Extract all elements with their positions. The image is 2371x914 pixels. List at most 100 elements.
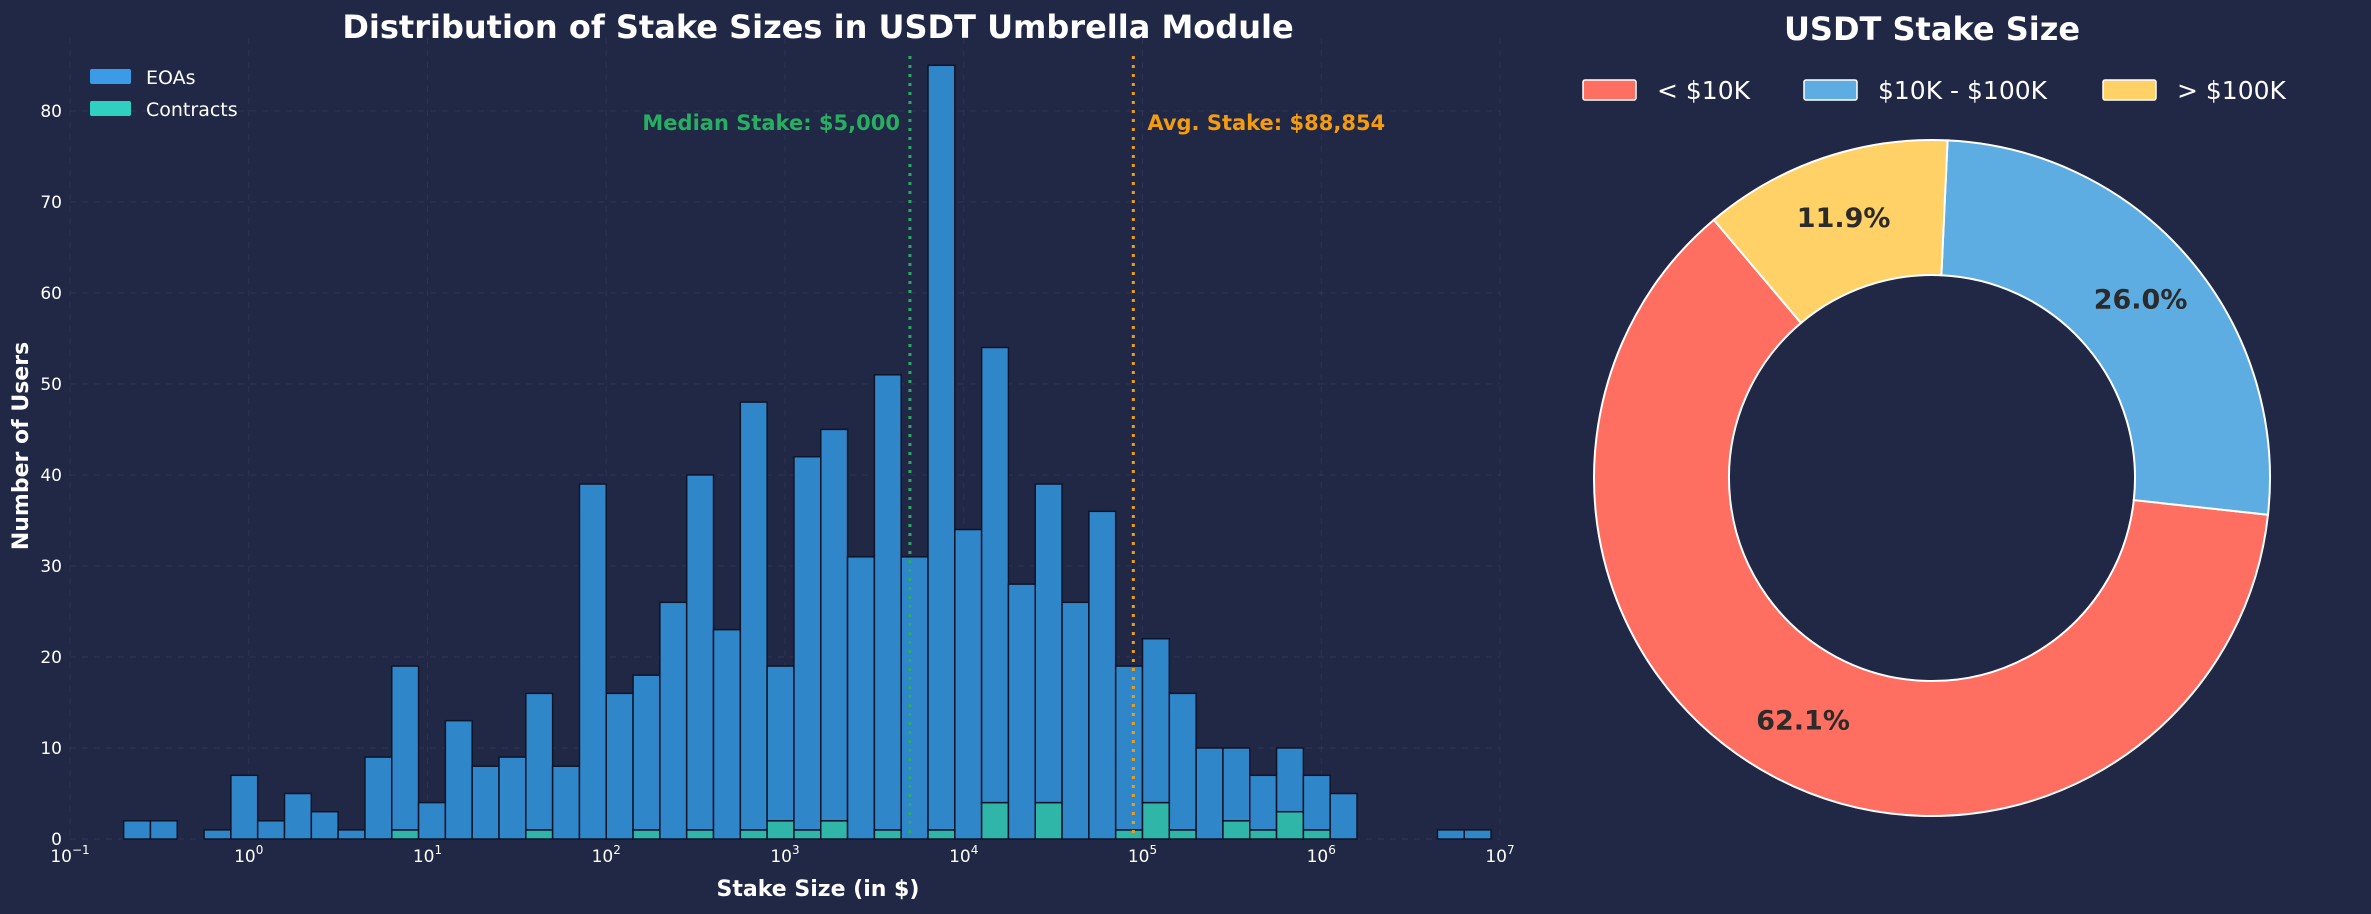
donut-slice-under-10k xyxy=(1593,218,2270,817)
contracts-bar xyxy=(1222,820,1251,840)
eoas-bar xyxy=(498,756,527,840)
y-axis-label: Number of Users xyxy=(9,342,34,550)
eoas-bar xyxy=(551,765,581,840)
legend-label-10k-100k: $10K - $100K xyxy=(1878,76,2048,105)
legend-label-under-10k: < $10K xyxy=(1657,76,1751,105)
eoas-bar xyxy=(846,556,876,840)
eoas-bar xyxy=(793,455,822,831)
donut-slice-over-100k xyxy=(1712,139,1949,325)
legend-swatch-over-100k xyxy=(2102,79,2157,101)
legend-swatch-contracts xyxy=(90,101,131,116)
histogram-chart: Distribution of Stake Sizes in USDT Umbr… xyxy=(9,8,1515,902)
eoas-bar xyxy=(256,820,286,840)
eoas-bar xyxy=(659,601,688,840)
eoas-bar xyxy=(980,346,1010,804)
donut-chart: USDT Stake Size < $10K $10K - $100K > $1… xyxy=(1582,10,2287,817)
contracts-bar xyxy=(1302,829,1331,840)
x-tick-label: 10−1 xyxy=(50,843,89,867)
contracts-bar xyxy=(1275,810,1305,840)
contracts-bar xyxy=(1249,829,1278,840)
histogram-legend: EOAs Contracts xyxy=(90,67,238,121)
eoas-bar xyxy=(310,810,339,840)
donut-slice-label-under-10k: 62.1% xyxy=(1756,705,1850,736)
legend-swatch-10k-100k xyxy=(1803,79,1858,101)
y-tick-label: 0 xyxy=(51,830,62,850)
eoas-bar xyxy=(1195,747,1224,840)
eoas-bar xyxy=(1249,774,1278,831)
eoas-bar xyxy=(954,528,983,840)
eoas-bar xyxy=(203,829,232,840)
eoas-bar xyxy=(927,64,956,831)
legend-label-eoas: EOAs xyxy=(146,67,196,89)
eoas-bar xyxy=(337,829,366,840)
eoas-bar xyxy=(149,820,178,840)
contracts-bar xyxy=(873,829,902,840)
eoas-bar xyxy=(712,628,742,840)
eoas-bar xyxy=(632,674,661,831)
eoas-bar xyxy=(1463,829,1492,840)
eoas-bar xyxy=(525,692,554,831)
contracts-bar xyxy=(793,829,822,840)
donut-legend: < $10K $10K - $100K > $100K xyxy=(1582,76,2287,105)
x-tick-label: 107 xyxy=(1485,843,1514,867)
eoas-bar xyxy=(122,820,152,840)
eoas-bar xyxy=(1168,692,1197,831)
eoas-bar xyxy=(1329,792,1358,840)
eoas-bar xyxy=(766,665,795,822)
contracts-bar xyxy=(766,820,795,840)
y-tick-label: 30 xyxy=(40,557,62,577)
eoas-bar xyxy=(364,756,393,840)
eoas-bar xyxy=(444,719,473,840)
donut-slice-label-10k-100k: 26.0% xyxy=(2094,285,2188,316)
y-tick-label: 60 xyxy=(40,284,62,304)
x-tick-label: 103 xyxy=(770,843,799,867)
y-axis-ticks: 0 10 20 30 40 50 60 70 80 xyxy=(40,102,62,850)
eoas-bar xyxy=(873,374,902,831)
y-tick-label: 20 xyxy=(40,648,62,668)
contracts-bar xyxy=(1114,829,1144,840)
contracts-bar xyxy=(927,829,956,840)
y-tick-label: 50 xyxy=(40,375,62,395)
legend-label-contracts: Contracts xyxy=(146,99,238,121)
legend-swatch-eoas xyxy=(90,69,131,84)
contracts-bar xyxy=(685,829,715,840)
contracts-bar xyxy=(1141,801,1171,840)
legend-label-over-100k: > $100K xyxy=(2177,76,2287,105)
y-tick-label: 80 xyxy=(40,102,62,122)
donut-title: USDT Stake Size xyxy=(1784,10,2080,48)
x-axis-ticks: 10−1 100 101 102 103 104 105 106 107 xyxy=(50,843,1514,867)
contracts-bar xyxy=(1034,801,1063,840)
eoas-bar xyxy=(1114,665,1144,831)
x-tick-label: 102 xyxy=(592,843,621,867)
eoas-bar xyxy=(1034,483,1063,804)
eoas-bar xyxy=(820,428,849,822)
eoas-bar xyxy=(578,483,607,840)
x-tick-label: 104 xyxy=(949,843,978,867)
histogram-title: Distribution of Stake Sizes in USDT Umbr… xyxy=(342,8,1293,46)
contracts-bar xyxy=(739,829,768,840)
contracts-bar xyxy=(820,820,849,840)
eoas-bar xyxy=(1275,747,1305,813)
eoas-bar xyxy=(283,792,313,840)
eoas-bar xyxy=(900,556,929,840)
eoas-bar xyxy=(1302,774,1331,831)
x-tick-label: 105 xyxy=(1128,843,1157,867)
contracts-bar xyxy=(391,829,420,840)
eoas-bar xyxy=(1141,638,1171,804)
y-tick-label: 40 xyxy=(40,466,62,486)
histogram-bars xyxy=(122,64,1492,840)
eoas-bar xyxy=(685,474,715,831)
eoas-bar xyxy=(471,765,500,840)
x-tick-label: 106 xyxy=(1307,843,1336,867)
legend-swatch-under-10k xyxy=(1582,79,1637,101)
eoas-bar xyxy=(417,801,447,840)
eoas-bar xyxy=(1222,747,1251,822)
contracts-bar xyxy=(525,829,554,840)
y-tick-label: 70 xyxy=(40,193,62,213)
eoas-bar xyxy=(605,692,634,840)
average-label: Avg. Stake: $88,854 xyxy=(1147,111,1385,135)
x-tick-label: 100 xyxy=(234,843,263,867)
donut-slice-label-over-100k: 11.9% xyxy=(1797,203,1891,234)
eoas-bar xyxy=(391,665,420,831)
